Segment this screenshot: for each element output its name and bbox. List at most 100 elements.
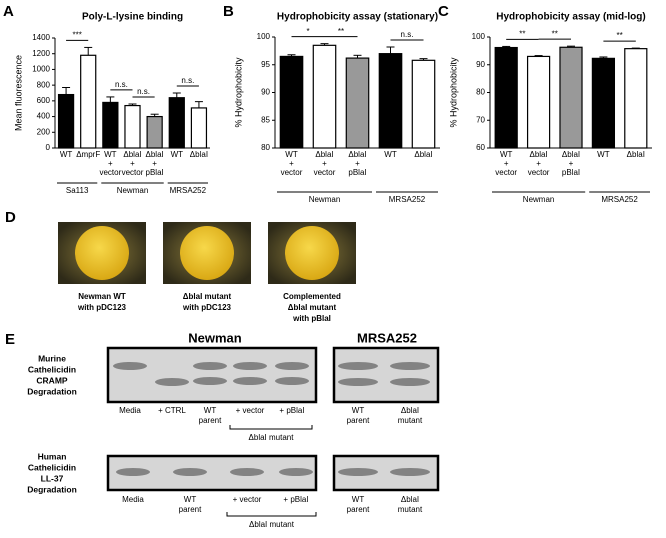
panel-letter: D xyxy=(5,209,16,226)
band xyxy=(275,377,309,385)
row-label: Murine xyxy=(38,353,66,363)
lane-label: + vector xyxy=(233,495,262,504)
lane-label: + pBlaI xyxy=(279,406,304,415)
x-tick-label: pBlaI xyxy=(146,168,164,177)
x-tick-label: vector xyxy=(495,168,517,177)
band xyxy=(390,362,430,370)
group-label: Newman xyxy=(523,195,555,204)
x-tick-label: WT xyxy=(60,150,73,159)
y-tick-label: 1200 xyxy=(32,49,50,58)
bar xyxy=(80,54,97,149)
panel-letter: E xyxy=(5,331,15,348)
x-tick-label: vector xyxy=(122,168,144,177)
error-bar xyxy=(287,54,296,57)
y-axis-label: % Hydrophobicity xyxy=(233,57,243,128)
plate-caption: with pDC123 xyxy=(182,303,232,312)
lane-label: WT xyxy=(184,495,197,504)
error-bar xyxy=(567,45,575,48)
bar xyxy=(190,107,208,149)
error-bar xyxy=(320,43,329,46)
band xyxy=(275,362,309,370)
plate-caption: Complemented xyxy=(283,292,341,301)
y-tick-label: 800 xyxy=(37,80,51,89)
bar xyxy=(279,55,304,149)
y-tick-label: 1400 xyxy=(32,33,50,42)
x-tick-label: vector xyxy=(528,168,550,177)
band xyxy=(279,468,313,476)
bar xyxy=(411,59,436,149)
x-tick-label: + xyxy=(130,159,135,168)
lane-label: parent xyxy=(199,416,222,425)
x-tick-label: ΔblaI xyxy=(146,150,164,159)
plate-caption: with pBlaI xyxy=(292,314,331,323)
x-tick-label: ΔblaI xyxy=(414,150,432,159)
y-tick-label: 600 xyxy=(37,96,51,105)
x-tick-label: WT xyxy=(104,150,117,159)
band xyxy=(338,378,378,386)
x-tick-label: + xyxy=(569,159,574,168)
y-tick-label: 200 xyxy=(37,127,51,136)
plate-caption: ΔblaI mutant xyxy=(288,303,337,312)
band xyxy=(173,468,207,476)
strain-title: Newman xyxy=(188,330,242,345)
error-bar xyxy=(84,46,93,56)
lane-label: mutant xyxy=(398,505,423,514)
significance-label: n.s. xyxy=(115,80,128,89)
lane-label: + pBlaI xyxy=(283,495,308,504)
x-tick-label: + xyxy=(322,159,327,168)
x-tick-label: + xyxy=(504,159,509,168)
lane-label: ΔblaI xyxy=(401,406,419,415)
panel-letter: A xyxy=(3,3,14,20)
lane-label: mutant xyxy=(398,416,423,425)
row-label: Degradation xyxy=(27,484,77,494)
lane-label: WT xyxy=(352,406,365,415)
panel-letter: B xyxy=(223,3,234,20)
y-tick-label: 1000 xyxy=(32,65,50,74)
y-tick-label: 100 xyxy=(472,32,486,41)
band xyxy=(233,362,267,370)
blot xyxy=(332,346,440,404)
x-tick-label: ΔblaI xyxy=(315,150,333,159)
blot xyxy=(106,346,318,404)
bar xyxy=(168,97,185,149)
significance-label: n.s. xyxy=(181,76,194,85)
error-bar xyxy=(62,87,71,95)
row-label: CRAMP xyxy=(36,375,67,385)
x-tick-label: vector xyxy=(99,168,121,177)
group-label: Sa113 xyxy=(66,186,89,195)
x-tick-label: ΔblaI xyxy=(562,150,580,159)
significance-label: * xyxy=(306,27,309,36)
error-bar xyxy=(128,103,137,106)
x-tick-label: ΔblaI xyxy=(190,150,208,159)
bracket xyxy=(229,425,313,430)
group-label: MRSA252 xyxy=(601,195,638,204)
x-tick-label: WT xyxy=(171,150,184,159)
band xyxy=(390,378,430,386)
bar xyxy=(102,101,119,149)
x-tick-label: ΔmprF xyxy=(76,150,100,159)
error-bar xyxy=(502,45,511,48)
chart-title: Hydrophobicity assay (mid-log) xyxy=(496,12,645,23)
y-tick-label: 60 xyxy=(476,143,485,152)
bar xyxy=(624,48,648,149)
bar xyxy=(345,57,370,149)
x-tick-label: WT xyxy=(500,150,513,159)
error-bar xyxy=(419,58,428,61)
colony xyxy=(75,226,129,280)
y-axis-label: % Hydrophobicity xyxy=(448,57,458,128)
significance-label: ** xyxy=(552,29,558,38)
y-tick-label: 95 xyxy=(261,60,270,69)
band xyxy=(193,362,227,370)
mutant-label: ΔblaI mutant xyxy=(249,520,295,529)
x-tick-label: pBlaI xyxy=(562,168,580,177)
bar xyxy=(591,57,616,149)
lane-label: ΔblaI xyxy=(401,495,419,504)
band xyxy=(338,362,378,370)
significance-label: ** xyxy=(519,30,525,39)
plate-caption: ΔblaI mutant xyxy=(183,292,232,301)
panel-letter: C xyxy=(438,3,449,20)
bracket xyxy=(226,512,317,517)
error-bar xyxy=(353,54,362,59)
band xyxy=(155,378,189,386)
x-tick-label: + xyxy=(536,159,541,168)
